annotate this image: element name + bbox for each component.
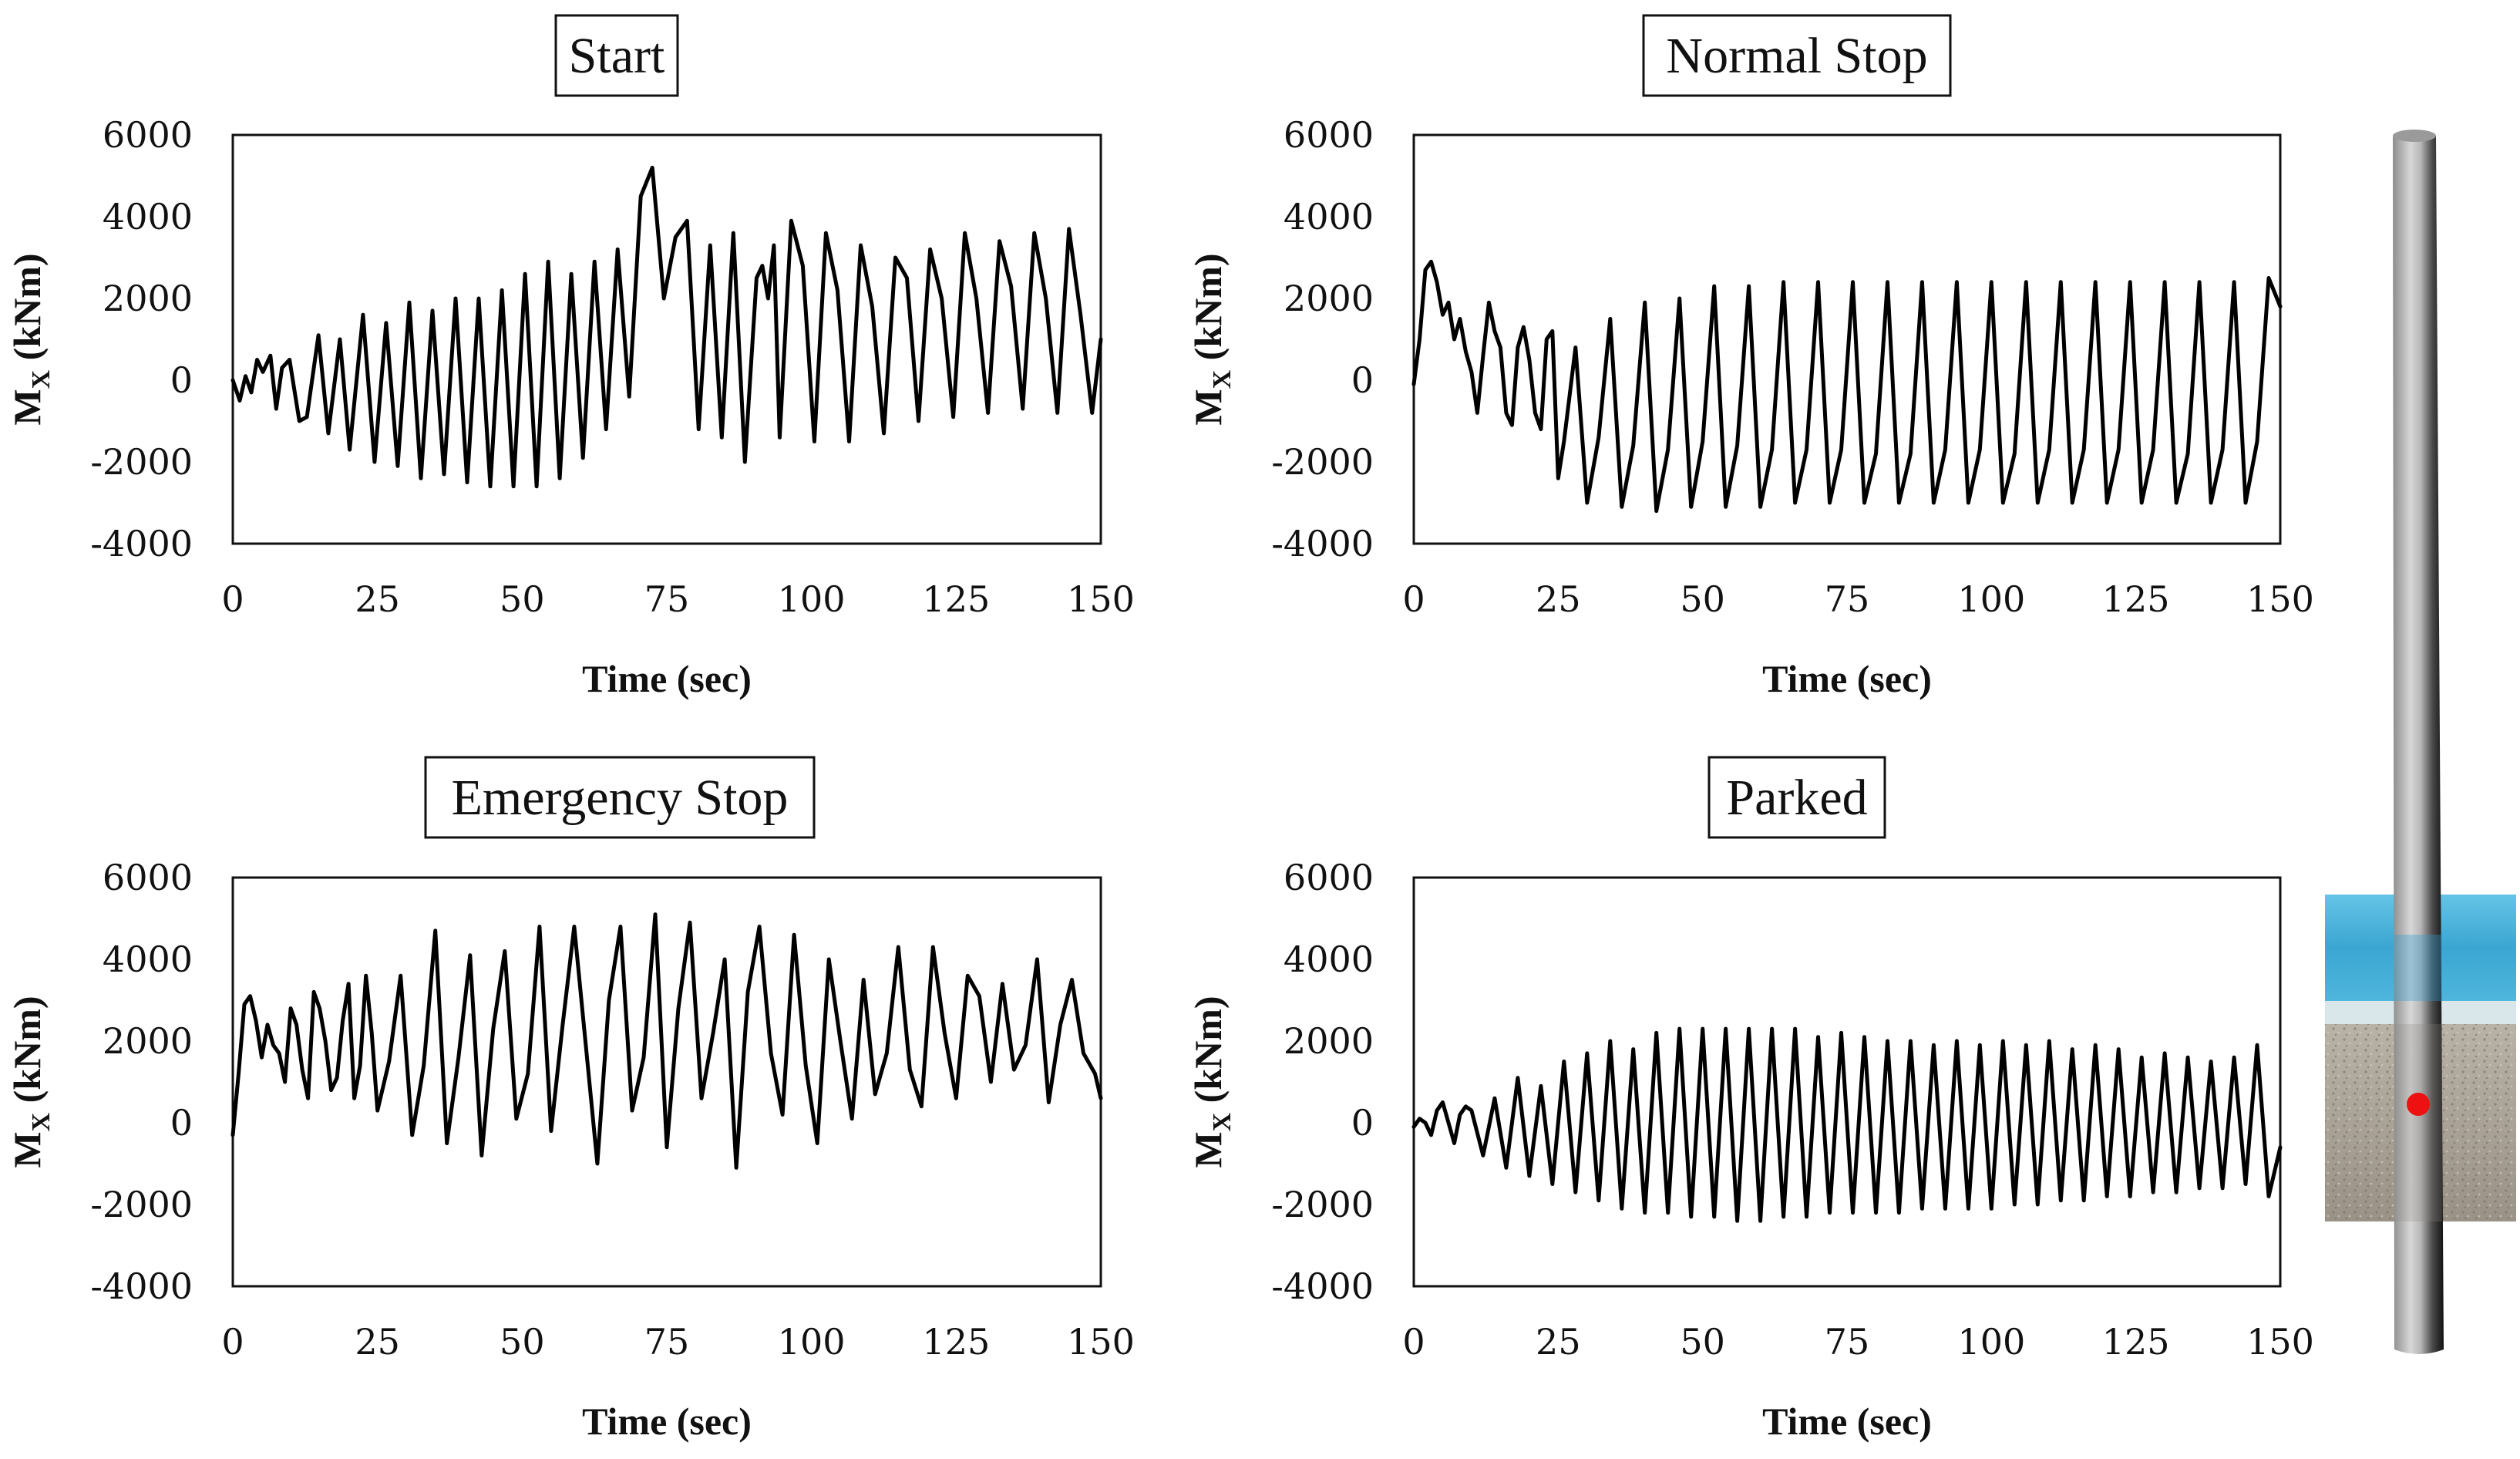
x-tick-label: 75 (1825, 578, 1870, 620)
x-axis-label: Time (sec) (1762, 657, 1932, 700)
x-tick-label: 75 (644, 1321, 690, 1363)
y-tick-label: -4000 (90, 523, 193, 564)
x-axis-label: Time (sec) (1762, 1400, 1932, 1443)
chart-start: Start 6000 4000 2000 0 -2000 -4000 0 25 50 75 100 12… (5, 14, 1135, 700)
series-line-mx (230, 912, 1103, 1170)
y-tick-label: 4000 (103, 938, 193, 980)
measurement-point-marker (2407, 1093, 2430, 1116)
y-axis-label: MX (kNm) (5, 996, 56, 1168)
x-tick-label: 25 (1536, 578, 1581, 620)
y-tick-label: 4000 (1284, 938, 1374, 980)
x-tick-label: 75 (1825, 1321, 1870, 1363)
monopile-illustration (2325, 130, 2516, 1354)
x-tick-label: 100 (1957, 578, 2025, 620)
series-line-mx (230, 165, 1103, 489)
y-axis-label-unit: (kNm) (1186, 253, 1230, 369)
y-axis-label: MX (kNm) (1186, 253, 1236, 425)
pile-soil-tint (2394, 1024, 2442, 1221)
y-axis-label: MX (kNm) (5, 253, 56, 425)
x-tick-label: 125 (922, 1321, 990, 1363)
y-axis-label-main: M (1186, 389, 1230, 425)
y-axis-label-subscript: X (1208, 369, 1236, 389)
y-tick-label: 0 (170, 1102, 193, 1144)
y-tick-label: 0 (170, 359, 193, 401)
chart-title-box (424, 756, 816, 839)
series-line-mx (1411, 259, 2283, 514)
chart-title: Parked (1726, 770, 1867, 826)
x-tick-label: 125 (922, 578, 990, 620)
y-tick-label: 6000 (1284, 114, 1374, 156)
x-tick-label: 100 (1957, 1321, 2025, 1363)
x-tick-label: 50 (1680, 1321, 1725, 1363)
y-axis-label-main: M (5, 1131, 49, 1168)
chart-title-box (554, 14, 679, 97)
plot-area-frame (231, 876, 1102, 1288)
y-axis-label-main: M (5, 389, 49, 425)
x-tick-label: 50 (500, 1321, 545, 1363)
chart-title-box (1707, 756, 1886, 839)
chart-title: Start (569, 28, 665, 84)
x-axis-label: Time (sec) (582, 1400, 752, 1443)
x-tick-label: 150 (1067, 1321, 1135, 1363)
y-tick-label: 2000 (103, 1020, 193, 1062)
x-tick-label: 125 (2102, 1321, 2170, 1363)
y-axis-label-subscript: X (1208, 1112, 1236, 1131)
x-tick-label: 25 (1536, 1321, 1581, 1363)
pile-water-tint (2394, 935, 2442, 1001)
x-tick-label: 0 (1402, 1321, 1425, 1363)
y-axis-label-unit: (kNm) (5, 253, 49, 369)
x-tick-label: 125 (2102, 578, 2170, 620)
y-tick-label: -2000 (90, 441, 193, 483)
chart-title: Normal Stop (1666, 28, 1927, 84)
y-tick-label: 2000 (1284, 278, 1374, 319)
x-tick-label: 150 (2246, 578, 2314, 620)
y-tick-label: -2000 (1271, 441, 1374, 483)
y-tick-label: 2000 (1284, 1020, 1374, 1062)
x-tick-label: 75 (644, 578, 690, 620)
y-tick-label: -4000 (1271, 1265, 1374, 1307)
chart-title: Emergency Stop (452, 770, 789, 826)
x-tick-label: 150 (2246, 1321, 2314, 1363)
y-tick-label: -2000 (1271, 1184, 1374, 1225)
y-axis-label-unit: (kNm) (1186, 996, 1230, 1112)
x-tick-label: 25 (355, 578, 400, 620)
y-axis-label-main: M (1186, 1131, 1230, 1168)
x-tick-label: 100 (778, 1321, 846, 1363)
chart-title-box (1642, 14, 1952, 97)
y-tick-label: -4000 (90, 1265, 193, 1307)
y-tick-label: 0 (1351, 359, 1374, 401)
plot-area-frame (1412, 133, 2282, 545)
x-tick-label: 0 (221, 1321, 244, 1363)
plot-area-frame (1412, 876, 2282, 1288)
y-tick-label: -2000 (90, 1184, 193, 1225)
y-tick-label: 6000 (1284, 857, 1374, 898)
y-tick-label: 0 (1351, 1102, 1374, 1144)
x-tick-label: 0 (221, 578, 244, 620)
y-axis-label-subscript: X (27, 369, 56, 389)
y-axis-label-unit: (kNm) (5, 996, 49, 1112)
chart-emergency-stop: Emergency Stop 6000 4000 2000 0 -2000 -4000 0 25… (5, 756, 1135, 1443)
y-tick-label: 2000 (103, 278, 193, 319)
chart-normal-stop: Normal Stop 6000 4000 2000 0 -2000 -4000 0 25 50 7… (1186, 14, 2314, 700)
y-tick-label: -4000 (1271, 523, 1374, 564)
y-axis-label: MX (kNm) (1186, 996, 1236, 1168)
x-tick-label: 150 (1067, 578, 1135, 620)
pile-body (2393, 132, 2444, 1354)
x-axis-label: Time (sec) (582, 657, 752, 700)
y-tick-label: 4000 (1284, 196, 1374, 238)
y-axis-label-subscript: X (27, 1112, 56, 1131)
x-tick-label: 50 (500, 578, 545, 620)
pile-top (2393, 130, 2436, 142)
chart-parked: Parked 6000 4000 2000 0 -2000 -4000 0 25 50 75 100 1… (1186, 756, 2314, 1443)
y-tick-label: 6000 (103, 857, 193, 898)
x-tick-label: 0 (1402, 578, 1425, 620)
x-tick-label: 25 (355, 1321, 400, 1363)
series-line-mx (1411, 1026, 2283, 1223)
x-tick-label: 50 (1680, 578, 1725, 620)
y-tick-label: 6000 (103, 114, 193, 156)
y-tick-label: 4000 (103, 196, 193, 238)
x-tick-label: 100 (778, 578, 846, 620)
